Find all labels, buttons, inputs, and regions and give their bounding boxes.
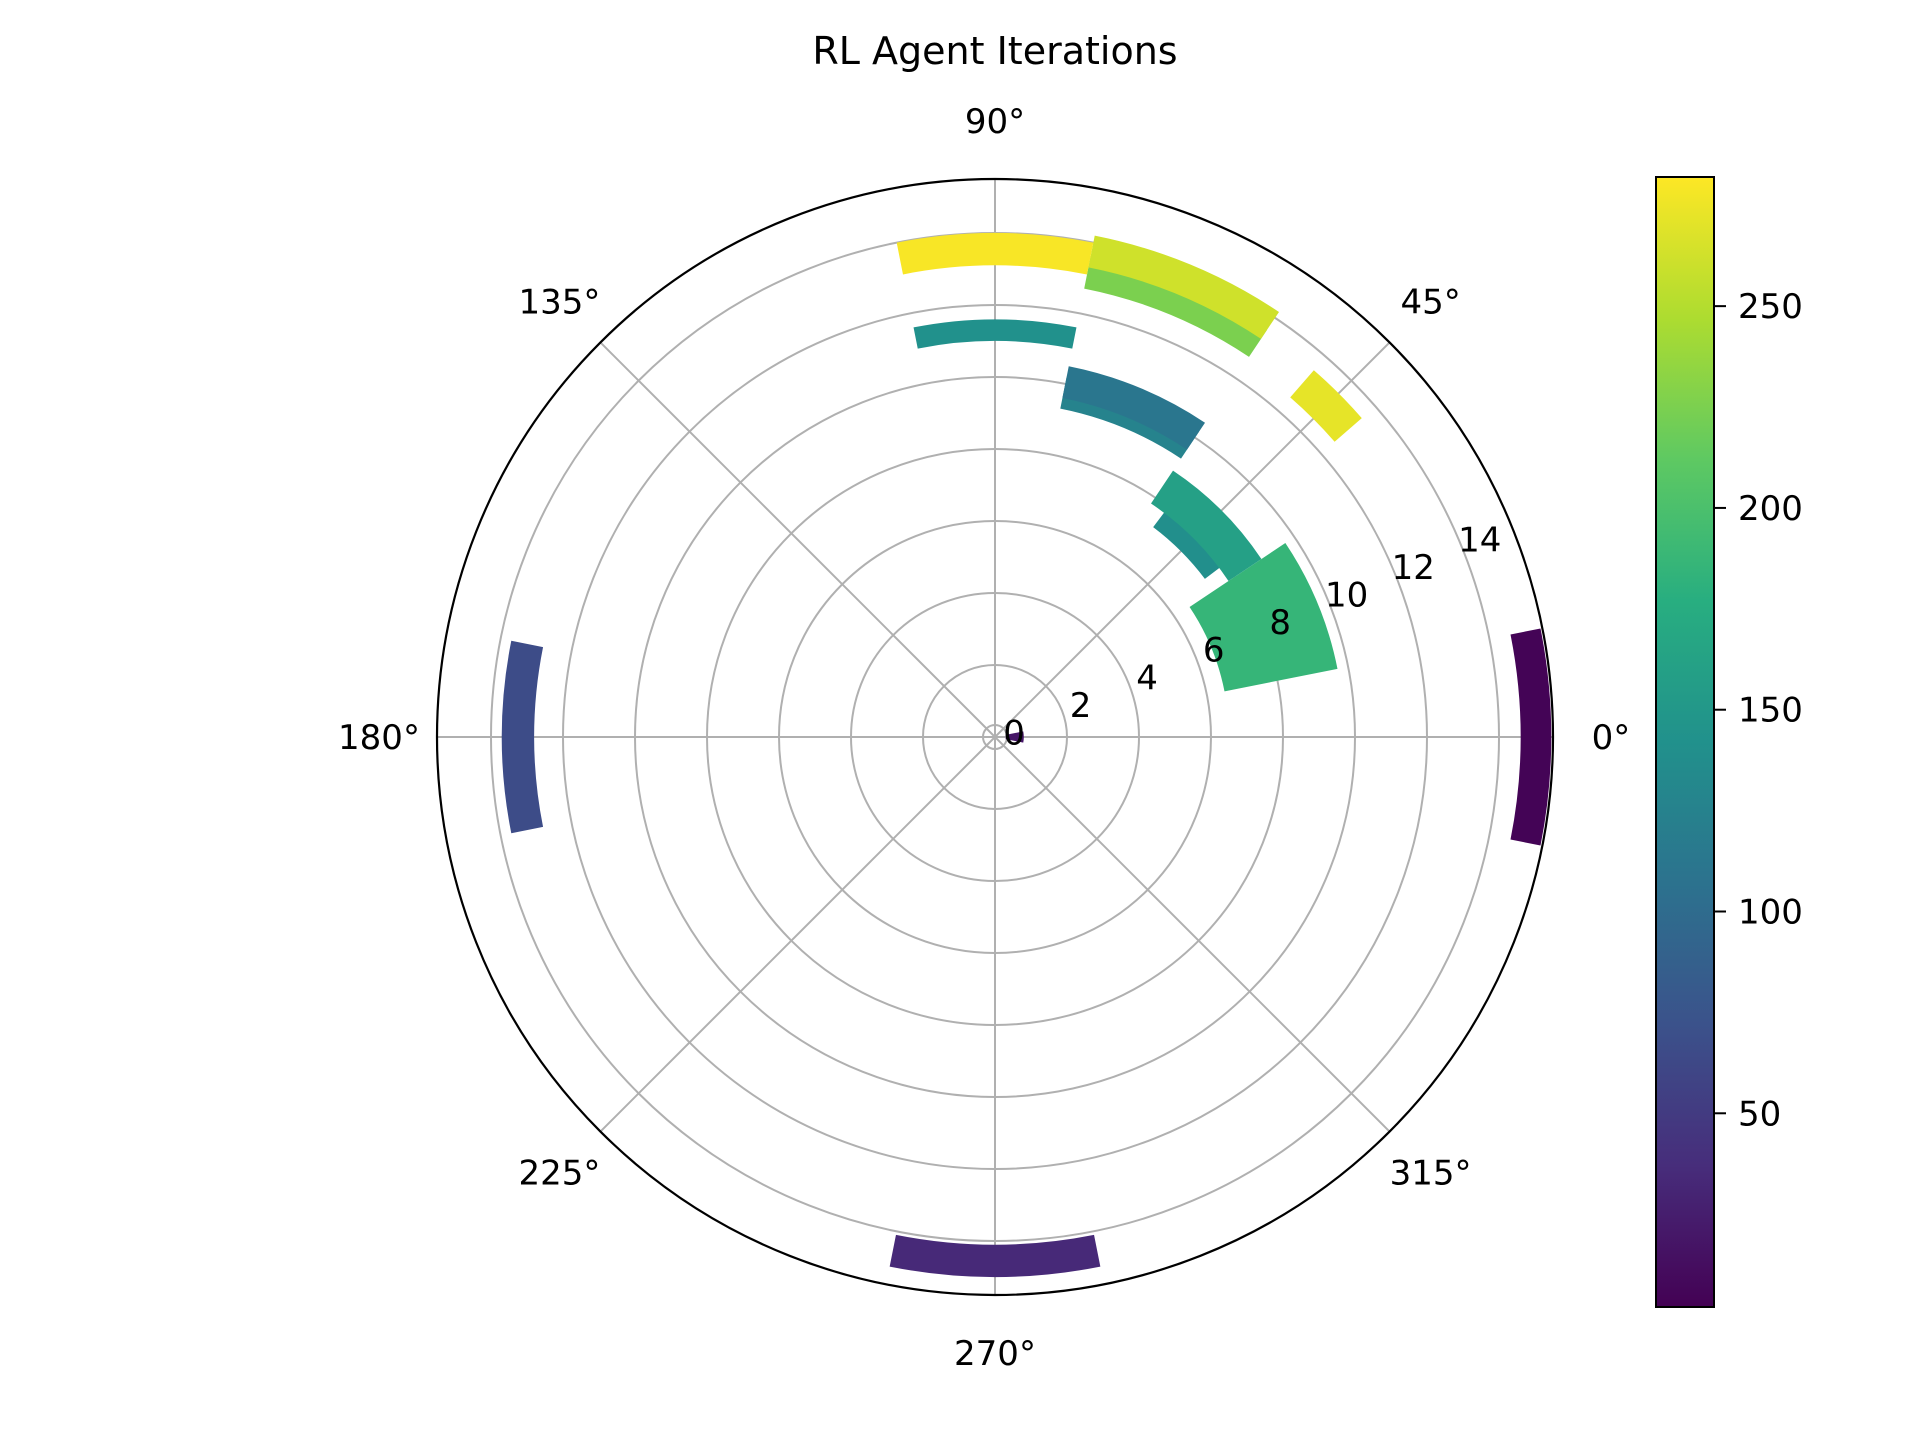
radial-tick-label: 2	[1070, 686, 1092, 726]
radial-tick-label: 4	[1136, 658, 1158, 698]
polar-bar	[1189, 542, 1338, 692]
colorbar-tick-label: 150	[1738, 691, 1803, 731]
polar-bar	[1510, 628, 1552, 846]
colorbar-tick-label: 250	[1738, 287, 1803, 327]
colorbar-tick-label: 100	[1738, 893, 1803, 933]
angular-gridline	[599, 341, 996, 738]
polar-bar	[889, 1234, 1101, 1277]
radial-tick-label: 10	[1325, 576, 1368, 616]
radial-tick-labels: 0 2 4 6 8 10 12 14	[1003, 521, 1501, 754]
polar-bar	[1062, 366, 1206, 450]
angle-tick-label: 315°	[1390, 1154, 1472, 1194]
colorbar-ticks: 50 100 150 200 250	[1714, 287, 1803, 1134]
colorbar-tick-label: 50	[1738, 1094, 1781, 1134]
radial-tick-label: 6	[1203, 631, 1225, 671]
angle-tick-label: 45°	[1400, 282, 1460, 322]
angle-tick-label: 270°	[954, 1334, 1036, 1374]
polar-bars	[501, 233, 1552, 1277]
radial-tick-label: 8	[1269, 603, 1291, 643]
angular-gridline	[994, 736, 1391, 1133]
colorbar: 50 100 150 200 250	[1655, 176, 1803, 1308]
polar-grid	[437, 179, 1553, 1295]
angular-gridline	[599, 736, 996, 1133]
angle-tick-labels: 0° 45° 90° 135° 180° 225° 270° 315°	[338, 102, 1630, 1374]
polar-bar	[1151, 470, 1262, 581]
colorbar-tick-label: 200	[1738, 489, 1803, 529]
polar-bar	[913, 319, 1077, 349]
angle-tick-label: 0°	[1592, 718, 1631, 758]
polar-bar	[501, 640, 544, 834]
polar-bar	[1290, 370, 1362, 442]
radial-tick-label: 14	[1458, 521, 1501, 561]
angle-tick-label: 135°	[518, 282, 600, 322]
chart-title: RL Agent Iterations	[812, 29, 1177, 73]
angle-tick-label: 225°	[518, 1154, 600, 1194]
polar-bar	[896, 233, 1094, 275]
radial-tick-label: 12	[1392, 548, 1435, 588]
polar-bar	[1084, 256, 1268, 357]
polar-bar	[1088, 235, 1280, 339]
polar-bar	[1005, 731, 1024, 743]
angle-tick-label: 90°	[965, 102, 1025, 142]
radial-tick-label: 0	[1003, 713, 1025, 753]
colorbar-gradient	[1655, 176, 1715, 1308]
polar-outer-frame	[435, 177, 1555, 1297]
angle-tick-label: 180°	[338, 718, 420, 758]
